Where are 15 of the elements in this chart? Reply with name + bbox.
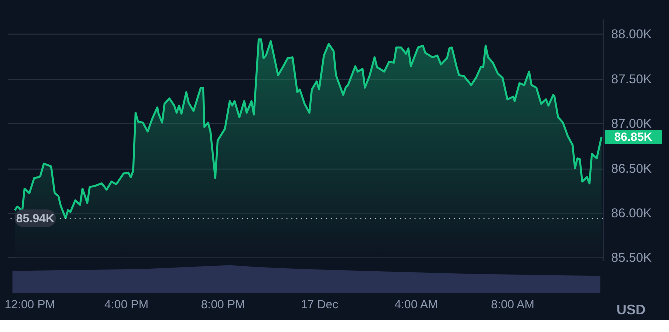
x-tick-label: 4:00 AM [394, 297, 438, 312]
y-tick-label: 87.00K [611, 116, 652, 132]
y-tick-label: 86.00K [611, 206, 652, 221]
y-tick-label: 86.50K [611, 160, 652, 176]
y-axis-title: USD [616, 302, 646, 318]
y-tick-label: 87.50K [611, 71, 652, 86]
x-tick-label: 12:00 PM [4, 297, 56, 312]
x-tick-label: 17 Dec [301, 297, 339, 312]
text: 86.85K [614, 130, 654, 144]
y-tick-label: 88.00K [611, 26, 652, 42]
ref-line-label: 85.94K [16, 211, 55, 226]
y-tick-label: 85.50K [611, 250, 652, 266]
x-tick-label: 8:00 PM [201, 297, 246, 312]
x-tick-label: 8:00 AM [491, 297, 535, 312]
x-tick-label: 4:00 PM [104, 297, 149, 312]
